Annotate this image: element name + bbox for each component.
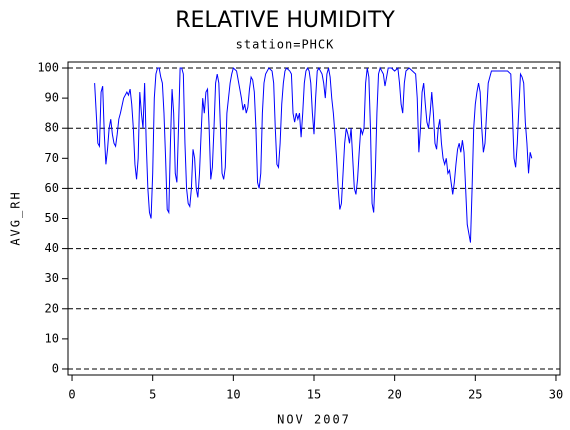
x-tick-label: 10 <box>226 388 240 402</box>
y-tick-label: 90 <box>45 91 59 105</box>
y-tick-label: 30 <box>45 271 59 285</box>
x-tick-label: 15 <box>307 388 321 402</box>
y-tick-label: 70 <box>45 151 59 165</box>
plot-frame <box>67 61 561 376</box>
x-tick-label: 20 <box>387 388 401 402</box>
y-tick-label: 0 <box>52 361 59 375</box>
y-tick-label: 10 <box>45 331 59 345</box>
x-tick-label: 0 <box>68 388 75 402</box>
x-tick-label: 5 <box>149 388 156 402</box>
x-axis-label: NOV 2007 <box>277 413 351 427</box>
y-axis-label: AVG_RH <box>9 190 23 245</box>
y-tick-label: 80 <box>45 121 59 135</box>
y-tick-label: 40 <box>45 241 59 255</box>
y-tick-label: 60 <box>45 181 59 195</box>
y-tick-label: 50 <box>45 211 59 225</box>
chart-subtitle: station=PHCK <box>236 38 335 52</box>
data-line <box>94 66 533 243</box>
y-tick-label: 100 <box>37 61 59 75</box>
y-tick-label: 20 <box>45 301 59 315</box>
x-tick-label: 25 <box>468 388 482 402</box>
x-tick-label: 30 <box>549 388 563 402</box>
chart-title: RELATIVE HUMIDITY <box>175 8 395 33</box>
